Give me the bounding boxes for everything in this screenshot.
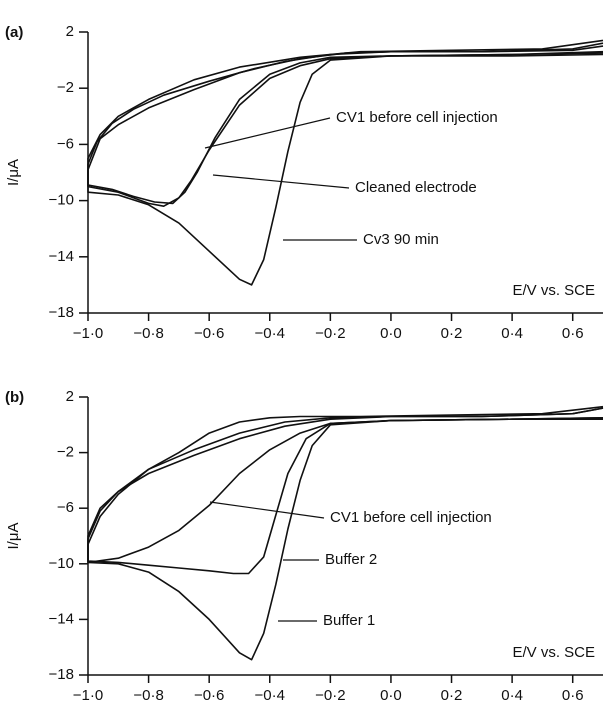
x-tick-label: −0·6: [194, 687, 224, 704]
x-tick-label: −0·4: [255, 325, 285, 342]
x-tick-label: −0·8: [133, 325, 163, 342]
y-tick-label: −10: [49, 555, 74, 572]
curve-label: Buffer 1: [323, 612, 375, 629]
curve-label: Cleaned electrode: [355, 179, 477, 196]
x-axis-label: E/V vs. SCE: [512, 282, 595, 299]
leader-line: [204, 117, 331, 149]
x-tick-label: 0·4: [501, 687, 523, 704]
curve-label: Buffer 2: [325, 551, 377, 568]
y-tick-label: −18: [49, 304, 74, 321]
x-tick-label: 0·6: [562, 325, 584, 342]
curve-label: Cv3 90 min: [363, 231, 439, 248]
panel-label: (a): [5, 24, 23, 41]
cv-curve: [87, 39, 604, 286]
y-tick-label: −2: [57, 444, 74, 461]
y-axis-label: I/μA: [5, 523, 22, 550]
curve-label: CV1 before cell injection: [336, 109, 498, 126]
cv-curve: [87, 405, 604, 661]
x-tick-label: 0·4: [501, 325, 523, 342]
cv-curve: [87, 407, 604, 564]
y-tick-label: −6: [57, 499, 74, 516]
y-tick-label: 2: [66, 388, 74, 405]
y-tick-label: 2: [66, 23, 74, 40]
y-tick-label: −18: [49, 666, 74, 683]
x-tick-label: −0·2: [315, 325, 345, 342]
x-tick-label: 0·2: [441, 687, 463, 704]
x-tick-label: −0·4: [255, 687, 285, 704]
curve-label: CV1 before cell injection: [330, 509, 492, 526]
x-tick-label: 0·6: [562, 687, 584, 704]
y-tick-label: −2: [57, 79, 74, 96]
x-tick-label: −0·2: [315, 687, 345, 704]
y-axis-label: I/μA: [5, 159, 22, 186]
x-tick-label: −1·0: [73, 687, 103, 704]
y-tick-label: −6: [57, 135, 74, 152]
y-tick-label: −14: [49, 248, 74, 265]
x-tick-label: −0·8: [133, 687, 163, 704]
y-tick-label: −10: [49, 192, 74, 209]
x-tick-label: 0·0: [380, 687, 402, 704]
x-tick-label: 0·2: [441, 325, 463, 342]
leader-line: [209, 501, 325, 519]
panel-label: (b): [5, 389, 24, 406]
x-axis-label: E/V vs. SCE: [512, 644, 595, 661]
cv-curve: [87, 45, 604, 207]
y-tick-label: −14: [49, 610, 74, 627]
x-tick-label: 0·0: [380, 325, 402, 342]
x-tick-label: −1·0: [73, 325, 103, 342]
cv-curve: [87, 407, 604, 575]
x-tick-label: −0·6: [194, 325, 224, 342]
